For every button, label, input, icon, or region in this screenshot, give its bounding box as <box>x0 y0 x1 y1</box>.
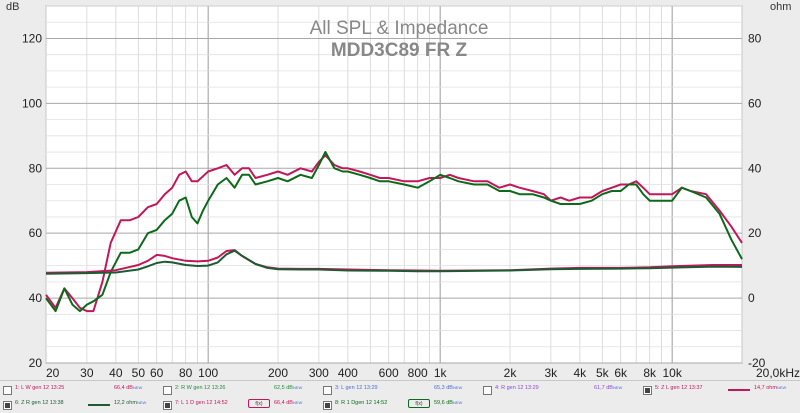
legend-value: 14,7 ohmNEW <box>754 385 787 391</box>
legend-row1-item-4[interactable]: 4: R gen 12 13:29 61,7 dBNEW <box>480 383 640 397</box>
legend-value-badge: NEW <box>292 385 303 390</box>
legend-value: 66,4 dBNEW <box>274 400 303 406</box>
legend-name: 2: R W gen 12 13:26 <box>175 385 226 391</box>
legend-value-badge: NEW <box>136 400 147 405</box>
legend-value: 12,2 ohmNEW <box>114 400 147 406</box>
legend-name: 1: L W gen 12 13:25 <box>15 385 65 391</box>
legend-value: 61,7 dBNEW <box>594 385 623 391</box>
legend-row1-item-3[interactable]: 3: L gen 12 13:29 65,3 dBNEW <box>320 383 480 397</box>
legend-line-swatch <box>728 389 750 391</box>
legend-row-1: 1: L W gen 12 13:25 66,4 dBNEW 2: R W gen … <box>0 383 800 398</box>
series-line-1 <box>45 154 743 313</box>
y-left-tick-label: 60 <box>29 226 43 240</box>
right-axis-unit: ohm <box>770 1 791 13</box>
legend-row1-item-2[interactable]: 2: R W gen 12 13:26 62,5 dBNEW <box>160 383 320 397</box>
x-tick-label: 20 <box>46 366 60 380</box>
x-tick-label: 400 <box>338 366 358 380</box>
legend-checkbox[interactable] <box>323 386 332 395</box>
legend-name: 8: R 1 Dgen 12 14:52 <box>335 400 388 406</box>
x-tick-label: 60 <box>150 366 164 380</box>
series-line-2 <box>45 151 743 313</box>
x-tick-label: 3k <box>545 366 559 380</box>
legend-row-2: 6: Z R gen 12 13:38 12,2 ohmNEW 7: L 1 D g… <box>0 398 800 413</box>
legend-checkbox[interactable] <box>323 401 332 410</box>
spl-impedance-chart: 20 30 40 50 60 80 100 200 300 400 600 800 1k 2k 3k 4k 5k… <box>6 1 800 380</box>
legend-name: 4: R gen 12 13:29 <box>495 385 539 391</box>
legend: 1: L W gen 12 13:25 66,4 dBNEW 2: R W gen … <box>0 380 800 412</box>
x-tick-label: 2k <box>504 366 518 380</box>
legend-value-badge: NEW <box>776 385 787 390</box>
grid <box>45 5 743 364</box>
legend-checkbox[interactable] <box>483 386 492 395</box>
series-line-4 <box>45 249 743 275</box>
x-tick-label: 100 <box>198 366 218 380</box>
legend-value-badge: NEW <box>612 385 623 390</box>
legend-row1-item-1[interactable]: 1: L W gen 12 13:25 66,4 dBNEW <box>0 383 160 397</box>
y-right-tick-label: 20 <box>748 226 762 240</box>
x-tick-label: 8k <box>643 366 657 380</box>
legend-name: 3: L gen 12 13:29 <box>335 385 378 391</box>
legend-row2-item-2[interactable]: 7: L 1 D gen 12 14:52 f(x) 66,4 dBNEW <box>160 398 320 412</box>
y-left-tick-label: 40 <box>29 291 43 305</box>
chart-subtitle: MDD3C89 FR Z <box>331 40 468 61</box>
legend-checkbox[interactable] <box>3 386 12 395</box>
legend-name: 7: L 1 D gen 12 14:52 <box>175 400 228 406</box>
legend-value: 66,4 dBNEW <box>114 385 143 391</box>
x-tick-label: 20,0kHz <box>756 366 800 380</box>
legend-value: 59,6 dBNEW <box>434 400 463 406</box>
legend-line-swatch <box>88 404 110 406</box>
legend-name: 5: Z L gen 12 13:37 <box>655 385 703 391</box>
legend-checkbox[interactable] <box>3 401 12 410</box>
y-left-tick-label: 120 <box>22 31 42 45</box>
legend-value-badge: NEW <box>292 400 303 405</box>
x-tick-label: 80 <box>179 366 193 380</box>
x-tick-label: 40 <box>109 366 123 380</box>
axis-ticks: 20 30 40 50 60 80 100 200 300 400 600 800 1k 2k 3k 4k 5k… <box>22 31 800 380</box>
legend-row1-item-5[interactable]: 5: Z L gen 12 13:37 14,7 ohmNEW <box>640 383 800 397</box>
y-right-tick-label: 40 <box>748 161 762 175</box>
legend-value: 62,5 dBNEW <box>274 385 303 391</box>
legend-function-tag[interactable]: f(x) <box>248 399 270 408</box>
x-tick-label: 200 <box>268 366 288 380</box>
legend-row2-item-1[interactable]: 6: Z R gen 12 13:38 12,2 ohmNEW <box>0 398 160 412</box>
legend-value: 65,3 dBNEW <box>434 385 463 391</box>
legend-checkbox[interactable] <box>163 401 172 410</box>
legend-name: 6: Z R gen 12 13:38 <box>15 400 64 406</box>
x-tick-label: 300 <box>309 366 329 380</box>
y-left-tick-label: 100 <box>22 96 42 110</box>
x-tick-label: 50 <box>132 366 146 380</box>
y-right-tick-label: 0 <box>748 291 755 305</box>
legend-value-badge: NEW <box>452 385 463 390</box>
x-tick-label: 10k <box>662 366 682 380</box>
chart-title: All SPL & Impedance <box>310 18 489 39</box>
x-tick-label: 5k <box>596 366 610 380</box>
y-left-tick-label: 80 <box>29 161 43 175</box>
legend-value-badge: NEW <box>132 385 143 390</box>
y-right-tick-label: -20 <box>748 356 766 370</box>
legend-checkbox[interactable] <box>163 386 172 395</box>
x-tick-label: 600 <box>379 366 399 380</box>
y-right-tick-label: 80 <box>748 31 762 45</box>
x-tick-label: 1k <box>434 366 448 380</box>
x-tick-label: 800 <box>408 366 428 380</box>
legend-checkbox[interactable] <box>643 386 652 395</box>
y-right-tick-label: 60 <box>748 96 762 110</box>
x-tick-label: 6k <box>614 366 628 380</box>
series-lines <box>45 151 743 313</box>
y-left-tick-label: 20 <box>29 356 43 370</box>
legend-function-tag[interactable]: f(x) <box>408 399 430 408</box>
left-axis-unit: dB <box>6 1 19 13</box>
legend-row2-item-3[interactable]: 8: R 1 Dgen 12 14:52 f(x) 59,6 dBNEW <box>320 398 480 412</box>
x-tick-label: 30 <box>80 366 94 380</box>
x-tick-label: 4k <box>573 366 587 380</box>
legend-value-badge: NEW <box>452 400 463 405</box>
